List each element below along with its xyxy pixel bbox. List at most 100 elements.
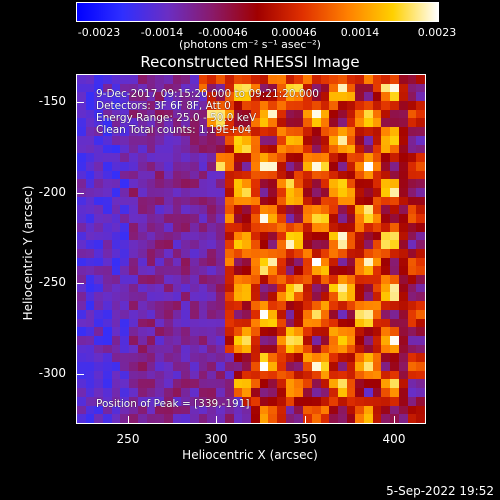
- heatmap-pixel: [216, 231, 225, 241]
- heatmap-pixel: [250, 170, 260, 180]
- heatmap-pixel: [198, 188, 208, 197]
- heatmap-pixel: [111, 344, 121, 354]
- heatmap-pixel: [242, 318, 251, 328]
- heatmap-pixel: [155, 327, 164, 336]
- heatmap-pixel: [346, 214, 356, 223]
- heatmap-pixel: [120, 301, 130, 310]
- heatmap-pixel: [216, 396, 225, 406]
- heatmap-pixel: [242, 231, 251, 241]
- heatmap-pixel: [398, 179, 408, 189]
- heatmap-pixel: [163, 92, 173, 102]
- heatmap-pixel: [120, 266, 130, 276]
- heatmap-pixel: [277, 188, 286, 197]
- heatmap-pixel: [294, 231, 304, 241]
- heatmap-pixel: [181, 83, 191, 93]
- heatmap-pixel: [224, 318, 234, 328]
- heatmap-pixel: [242, 153, 251, 162]
- heatmap-pixel: [381, 309, 391, 319]
- heatmap-pixel: [94, 275, 104, 284]
- heatmap-pixel: [285, 161, 295, 171]
- heatmap-pixel: [407, 83, 417, 93]
- heatmap-pixel: [372, 153, 382, 162]
- heatmap-pixel: [416, 101, 425, 110]
- heatmap-pixel: [198, 344, 208, 354]
- heatmap-pixel: [337, 396, 347, 406]
- heatmap-pixel: [329, 188, 338, 197]
- heatmap-pixel: [137, 222, 147, 232]
- heatmap-pixel: [146, 396, 156, 406]
- heatmap-pixel: [294, 248, 304, 258]
- heatmap-pixel: [181, 257, 191, 267]
- heatmap-pixel: [120, 196, 130, 206]
- heatmap-pixel: [216, 188, 225, 197]
- heatmap-pixel: [85, 179, 95, 189]
- heatmap-pixel: [181, 379, 191, 389]
- heatmap-pixel: [277, 240, 286, 249]
- heatmap-pixel: [407, 118, 417, 128]
- heatmap-pixel: [224, 179, 234, 189]
- heatmap-pixel: [268, 127, 278, 136]
- heatmap-pixel: [155, 257, 164, 267]
- heatmap-pixel: [242, 257, 251, 267]
- heatmap-pixel: [129, 188, 138, 197]
- heatmap-pixel: [146, 266, 156, 276]
- heatmap-pixel: [416, 109, 425, 119]
- heatmap-pixel: [233, 75, 243, 84]
- heatmap-pixel: [303, 292, 312, 302]
- heatmap-pixel: [268, 309, 278, 319]
- heatmap-pixel: [111, 144, 121, 154]
- heatmap-pixel: [181, 283, 191, 293]
- heatmap-pixel: [224, 309, 234, 319]
- heatmap-pixel: [190, 309, 199, 319]
- heatmap-pixel: [259, 301, 269, 310]
- heatmap-pixel: [329, 318, 338, 328]
- heatmap-pixel: [364, 353, 373, 363]
- heatmap-pixel: [94, 283, 104, 293]
- heatmap-pixel: [346, 283, 356, 293]
- heatmap-pixel: [372, 196, 382, 206]
- heatmap-pixel: [233, 144, 243, 154]
- heatmap-pixel: [285, 222, 295, 232]
- heatmap-pixel: [207, 344, 217, 354]
- heatmap-pixel: [155, 388, 164, 397]
- peak-position-text: Position of Peak = [339,-191]: [96, 398, 250, 410]
- heatmap-pixel: [207, 240, 217, 249]
- colorbar-units: (photons cm⁻² s⁻¹ asec⁻²): [179, 38, 321, 51]
- heatmap-pixel: [390, 153, 399, 162]
- plot-area[interactable]: [76, 74, 426, 424]
- heatmap-pixel: [372, 101, 382, 110]
- heatmap-pixel: [294, 179, 304, 189]
- heatmap-pixel: [303, 188, 312, 197]
- heatmap-pixel: [146, 188, 156, 197]
- heatmap-pixel: [311, 405, 321, 415]
- heatmap-pixel: [190, 222, 199, 232]
- heatmap-pixel: [155, 101, 164, 110]
- detectors-text: Detectors: 3F 6F 8F, Att 0: [96, 100, 231, 112]
- heatmap-pixel: [364, 414, 373, 423]
- heatmap-pixel: [242, 362, 251, 371]
- heatmap-pixel: [233, 257, 243, 267]
- heatmap-pixel: [407, 362, 417, 371]
- heatmap-pixel: [224, 388, 234, 397]
- heatmap-pixel: [129, 92, 138, 102]
- heatmap-pixel: [346, 275, 356, 284]
- heatmap-pixel: [129, 309, 138, 319]
- heatmap-pixel: [233, 292, 243, 302]
- heatmap-pixel: [355, 414, 365, 423]
- heatmap-pixel: [172, 231, 182, 241]
- heatmap-pixel: [198, 240, 208, 249]
- heatmap-pixel: [294, 222, 304, 232]
- heatmap-pixel: [77, 248, 86, 258]
- heatmap-pixel: [416, 240, 425, 249]
- heatmap-pixel: [190, 161, 199, 171]
- heatmap-pixel: [77, 205, 86, 215]
- heatmap-pixel: [303, 362, 312, 371]
- heatmap-pixel: [268, 144, 278, 154]
- heatmap-pixel: [372, 362, 382, 371]
- heatmap-pixel: [250, 344, 260, 354]
- heatmap-pixel: [311, 153, 321, 162]
- heatmap-pixel: [103, 275, 112, 284]
- heatmap-pixel: [346, 170, 356, 180]
- heatmap-pixel: [242, 109, 251, 119]
- heatmap-pixel: [129, 170, 138, 180]
